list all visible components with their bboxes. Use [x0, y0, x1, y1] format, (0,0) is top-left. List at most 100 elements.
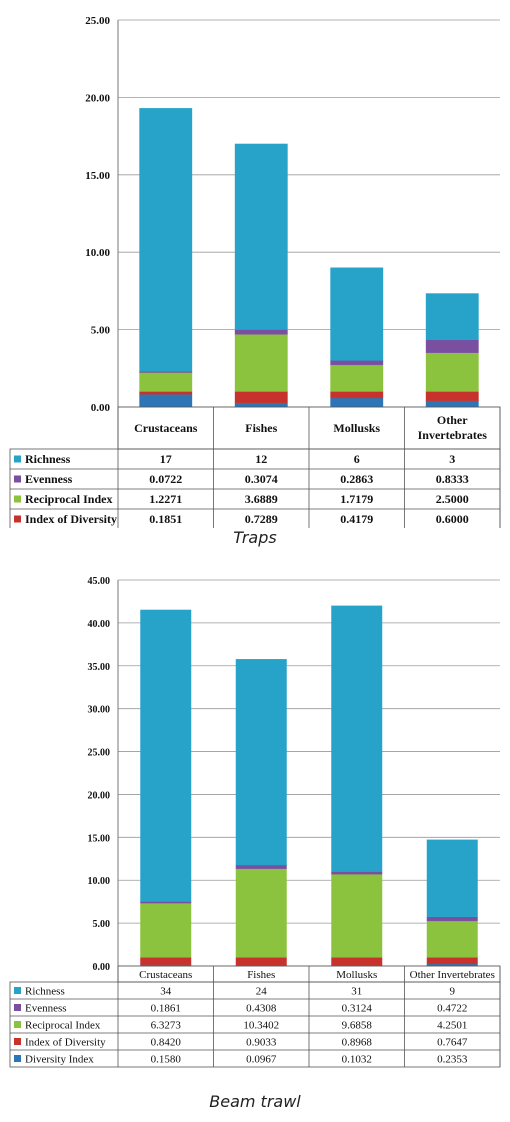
y-tick-label: 35.00 [88, 662, 111, 673]
bar-segment-diversity-index-crustaceans [139, 394, 193, 408]
bar-segment-richness-fishes [234, 143, 288, 330]
data-label: 4.2501 [437, 1020, 467, 1032]
bar-segment-richness-mollusks [331, 605, 383, 872]
legend-key-reciprocal-index [14, 495, 21, 503]
bar-segment-evenness-other-invertebrates [426, 916, 478, 922]
data-label: 0.3074 [245, 472, 278, 486]
bar-segment-richness-other-invertebrates [426, 839, 478, 918]
y-tick-label: 40.00 [88, 619, 111, 630]
bar-segment-richness-crustaceans [140, 609, 192, 902]
bar-segment-index-of-diversity-crustaceans [140, 957, 192, 965]
y-tick-label: 20.00 [88, 790, 111, 801]
y-tick-label: 15.00 [88, 833, 111, 844]
data-label: 0.1580 [151, 1054, 182, 1066]
bar-segment-reciprocal-index-other-invertebrates [426, 920, 478, 958]
data-label: 1.2271 [149, 492, 182, 506]
data-label: 0.4722 [437, 1003, 467, 1015]
data-label: 0.0967 [246, 1054, 277, 1066]
bar-segment-evenness-mollusks [331, 871, 383, 875]
data-label: 3.6889 [245, 492, 278, 506]
legend-key-richness [14, 987, 21, 994]
y-tick-label: 45.00 [88, 576, 111, 587]
bar-segment-index-of-diversity-fishes [235, 957, 287, 966]
data-label: 0.8420 [151, 1037, 182, 1049]
y-tick-label: 15.00 [85, 170, 110, 182]
y-tick-label: 20.00 [85, 92, 110, 104]
bar-segment-index-of-diversity-other-invertebrates [426, 957, 478, 965]
bar-segment-evenness-other-invertebrates [425, 339, 479, 353]
bar-segment-richness-mollusks [330, 267, 384, 361]
bar-segment-richness-crustaceans [139, 108, 193, 372]
category-label: Other Invertebrates [418, 413, 488, 442]
data-label: 9.6858 [342, 1020, 373, 1032]
bar-segment-index-of-diversity-crustaceans [139, 391, 193, 395]
data-label: 0.2863 [340, 472, 373, 486]
data-label: 10.3402 [243, 1020, 279, 1032]
data-label: 0.1032 [342, 1054, 372, 1066]
data-label: 6.3273 [151, 1020, 182, 1032]
legend-key-evenness [14, 1004, 21, 1011]
category-label: Fishes [247, 969, 275, 981]
bar-segment-evenness-fishes [235, 864, 287, 869]
bar-segment-reciprocal-index-crustaceans [140, 902, 192, 958]
category-label: Crustaceans [139, 969, 192, 981]
legend-label-richness: Richness [25, 452, 71, 466]
category-label: Mollusks [336, 969, 377, 981]
beam-trawl-chart: 0.00 5.00 10.00 15.00 20.00 25.00 30.00 35.00 40… [9, 576, 501, 1068]
bar-segment-reciprocal-index-other-invertebrates [425, 352, 479, 392]
bar-segment-diversity-index-fishes [234, 402, 288, 408]
data-label: 0.8333 [436, 472, 469, 486]
traps-caption: Traps [233, 528, 277, 547]
data-label: 0.6000 [436, 512, 469, 526]
bar-segment-evenness-fishes [234, 329, 288, 335]
legend-label-evenness: Evenness [25, 472, 73, 486]
legend-label-evenness: Evenness [25, 1003, 67, 1015]
table-body [9, 981, 501, 1068]
bar-segment-reciprocal-index-crustaceans [139, 372, 193, 392]
data-label: 0.0722 [149, 472, 182, 486]
bar-segment-richness-fishes [235, 659, 287, 866]
data-label: 0.1861 [151, 1003, 181, 1015]
data-label: 34 [160, 986, 172, 998]
bar-segment-evenness-crustaceans [139, 371, 193, 373]
bar-segment-diversity-index-other-invertebrates [425, 400, 479, 408]
data-label: 0.9033 [246, 1037, 277, 1049]
y-tick-label: 25.00 [88, 748, 111, 759]
category-label: Mollusks [333, 421, 380, 435]
legend-label-index-of-diversity: Index of Diversity [25, 512, 117, 526]
data-label: 3 [449, 452, 455, 466]
legend-key-index-of-diversity [14, 1038, 21, 1045]
legend-label-reciprocal-index: Reciprocal Index [25, 1020, 101, 1032]
data-label: 6 [354, 452, 360, 466]
data-label: 0.4179 [340, 512, 373, 526]
bar-segment-evenness-crustaceans [140, 901, 192, 904]
legend-label-diversity-index: Diversity Index [25, 1054, 94, 1066]
bar-segment-index-of-diversity-fishes [234, 391, 288, 403]
y-tick-label: 30.00 [88, 705, 111, 716]
legend-label-index-of-diversity: Index of Diversity [25, 1037, 106, 1049]
y-tick-label: 25.00 [85, 15, 110, 27]
y-tick-label: 5.00 [93, 919, 111, 930]
data-label: 1.7179 [340, 492, 373, 506]
data-label: 31 [351, 986, 362, 998]
data-label: 12 [255, 452, 267, 466]
legend-label-reciprocal-index: Reciprocal Index [25, 492, 112, 506]
data-label: 0.1851 [149, 512, 182, 526]
bar-segment-richness-other-invertebrates [425, 293, 479, 341]
legend-key-reciprocal-index [14, 1021, 21, 1028]
category-label: Crustaceans [134, 421, 198, 435]
beam-trawl-caption: Beam trawl [209, 1092, 301, 1111]
y-tick-label: 0.00 [91, 402, 111, 414]
legend-key-index-of-diversity [14, 515, 21, 523]
y-tick-label: 0.00 [93, 962, 111, 973]
data-label: 0.8968 [342, 1037, 373, 1049]
y-tick-label: 10.00 [85, 247, 110, 259]
bar-segment-index-of-diversity-mollusks [330, 391, 384, 399]
bar-segment-reciprocal-index-mollusks [331, 874, 383, 958]
data-label: 17 [160, 452, 172, 466]
bar-segment-diversity-index-mollusks [330, 397, 384, 408]
data-label: 24 [256, 986, 268, 998]
table-body [9, 448, 501, 528]
data-label: 0.7289 [245, 512, 278, 526]
